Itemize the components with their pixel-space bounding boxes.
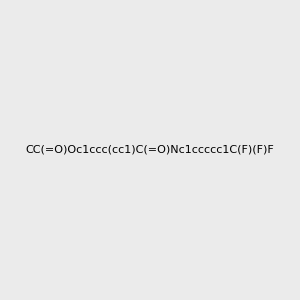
Text: CC(=O)Oc1ccc(cc1)C(=O)Nc1ccccc1C(F)(F)F: CC(=O)Oc1ccc(cc1)C(=O)Nc1ccccc1C(F)(F)F [26, 145, 275, 155]
